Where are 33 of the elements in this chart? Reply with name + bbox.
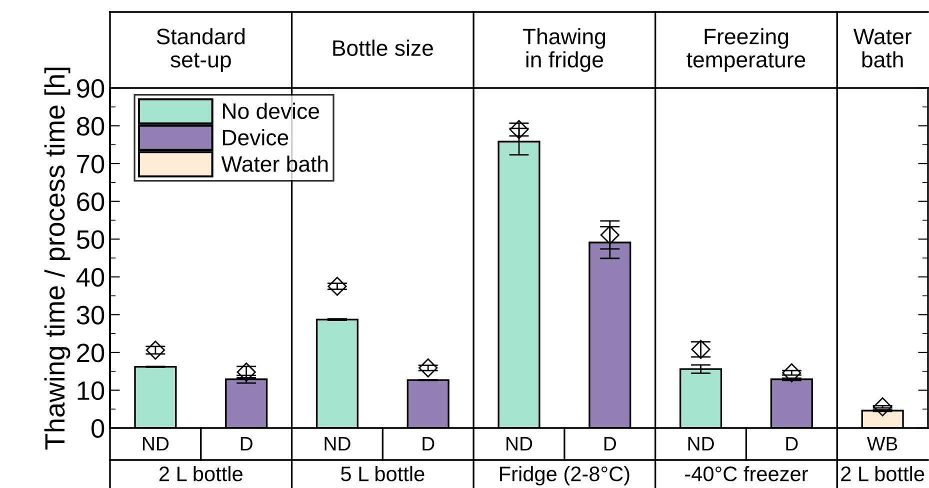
text: Fridge (2-8°C) bbox=[500, 466, 630, 486]
legend-label: Water bath bbox=[221, 156, 328, 172]
text: -40°C freezer bbox=[685, 466, 808, 482]
x-tick-label: D bbox=[604, 437, 616, 450]
legend-label: Device bbox=[223, 129, 288, 146]
y-tick-label: 70 bbox=[77, 154, 104, 174]
text: Thawing in fridge bbox=[522, 28, 606, 72]
x-tick-label: D bbox=[240, 437, 252, 450]
text: Standard set-up bbox=[156, 28, 245, 72]
x-tick-label: WB bbox=[866, 437, 898, 450]
x-tick-label: D bbox=[786, 437, 798, 450]
x-tick-label: ND bbox=[506, 437, 532, 450]
text: 2 L bottle bbox=[159, 466, 242, 482]
y-tick-label: 30 bbox=[76, 306, 104, 324]
x-tick-label: ND bbox=[324, 437, 350, 450]
legend-label: No device bbox=[223, 102, 320, 120]
x-tick-label: D bbox=[422, 437, 434, 450]
text: 5 L bottle bbox=[341, 466, 424, 482]
y-tick-label: 20 bbox=[77, 344, 104, 362]
y-tick-label: 90 bbox=[77, 79, 104, 98]
y-tick-label: 40 bbox=[76, 268, 104, 287]
text: Bottle size bbox=[333, 40, 433, 56]
y-tick-label: 0 bbox=[91, 419, 104, 438]
x-tick-label: ND bbox=[688, 437, 714, 450]
y-tick-label: 80 bbox=[76, 116, 104, 136]
text: Freezing temperature bbox=[686, 28, 806, 72]
text: 2 L bottle bbox=[841, 466, 924, 482]
y-tick-label: 10 bbox=[78, 381, 104, 400]
y-tick-label: 60 bbox=[77, 192, 104, 212]
text: Water bath bbox=[853, 28, 912, 68]
y-axis-title: Thawing time / process time [h] bbox=[44, 68, 70, 450]
x-tick-label: ND bbox=[142, 437, 169, 450]
y-tick-label: 50 bbox=[76, 230, 104, 249]
